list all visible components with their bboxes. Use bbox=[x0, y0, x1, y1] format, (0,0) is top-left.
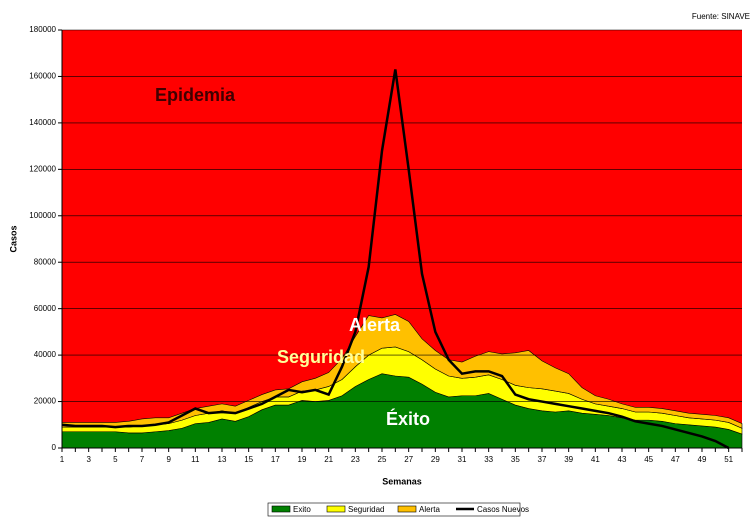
annotation: Éxito bbox=[386, 408, 430, 429]
y-tick-label: 140000 bbox=[29, 118, 56, 127]
line bbox=[61, 69, 730, 450]
legend-swatch bbox=[397, 505, 417, 513]
y-tick-label: 100000 bbox=[29, 211, 56, 220]
y-tick-label: 60000 bbox=[34, 304, 57, 313]
area bbox=[61, 314, 743, 429]
y-tick-label: 160000 bbox=[29, 72, 56, 81]
x-tick-label: 19 bbox=[298, 455, 307, 464]
x-tick-label: 31 bbox=[458, 455, 467, 464]
annotation: Seguridad bbox=[277, 347, 365, 367]
x-tick-label: 13 bbox=[218, 455, 227, 464]
x-tick-label: 3 bbox=[86, 455, 91, 464]
x-tick-label: 33 bbox=[484, 455, 493, 464]
x-tick-label: 35 bbox=[511, 455, 520, 464]
y-tick-label: 180000 bbox=[29, 25, 56, 34]
legend-swatch bbox=[271, 505, 291, 513]
x-tick-label: 39 bbox=[564, 455, 573, 464]
legend-label: Alerta bbox=[419, 505, 440, 514]
x-tick-label: 51 bbox=[724, 455, 733, 464]
x-tick-label: 21 bbox=[324, 455, 333, 464]
annotation: Alerta bbox=[349, 315, 401, 335]
x-tick-label: 15 bbox=[244, 455, 253, 464]
x-tick-label: 23 bbox=[351, 455, 360, 464]
y-axis-label: Casos bbox=[8, 225, 18, 252]
annotation: Epidemia bbox=[155, 85, 236, 105]
x-axis-label: Semanas bbox=[382, 476, 422, 486]
y-tick-label: 0 bbox=[52, 443, 57, 452]
x-tick-label: 5 bbox=[113, 455, 118, 464]
y-tick-label: 120000 bbox=[29, 164, 56, 173]
x-tick-label: 9 bbox=[166, 455, 171, 464]
x-tick-label: 49 bbox=[698, 455, 707, 464]
legend-swatch bbox=[326, 505, 346, 513]
legend-label: Seguridad bbox=[348, 505, 384, 514]
x-tick-label: 27 bbox=[404, 455, 413, 464]
legend: Exito Seguridad Alerta Casos Nuevos bbox=[267, 502, 529, 517]
x-tick-label: 47 bbox=[671, 455, 680, 464]
legend-label: Exito bbox=[293, 505, 311, 514]
x-tick-label: 25 bbox=[378, 455, 387, 464]
legend-label: Casos Nuevos bbox=[477, 505, 529, 514]
x-tick-label: 29 bbox=[431, 455, 440, 464]
x-tick-label: 37 bbox=[538, 455, 547, 464]
x-tick-label: 11 bbox=[191, 455, 200, 464]
x-tick-label: 43 bbox=[618, 455, 627, 464]
x-tick-label: 45 bbox=[644, 455, 653, 464]
x-tick-label: 1 bbox=[60, 455, 65, 464]
y-tick-label: 40000 bbox=[34, 350, 57, 359]
x-tick-label: 7 bbox=[140, 455, 145, 464]
y-tick-label: 80000 bbox=[34, 257, 57, 266]
y-tick-label: 20000 bbox=[34, 397, 57, 406]
x-tick-label: 41 bbox=[591, 455, 600, 464]
source: Fuente: SINAVE bbox=[692, 12, 750, 21]
x-tick-label: 17 bbox=[271, 455, 280, 464]
